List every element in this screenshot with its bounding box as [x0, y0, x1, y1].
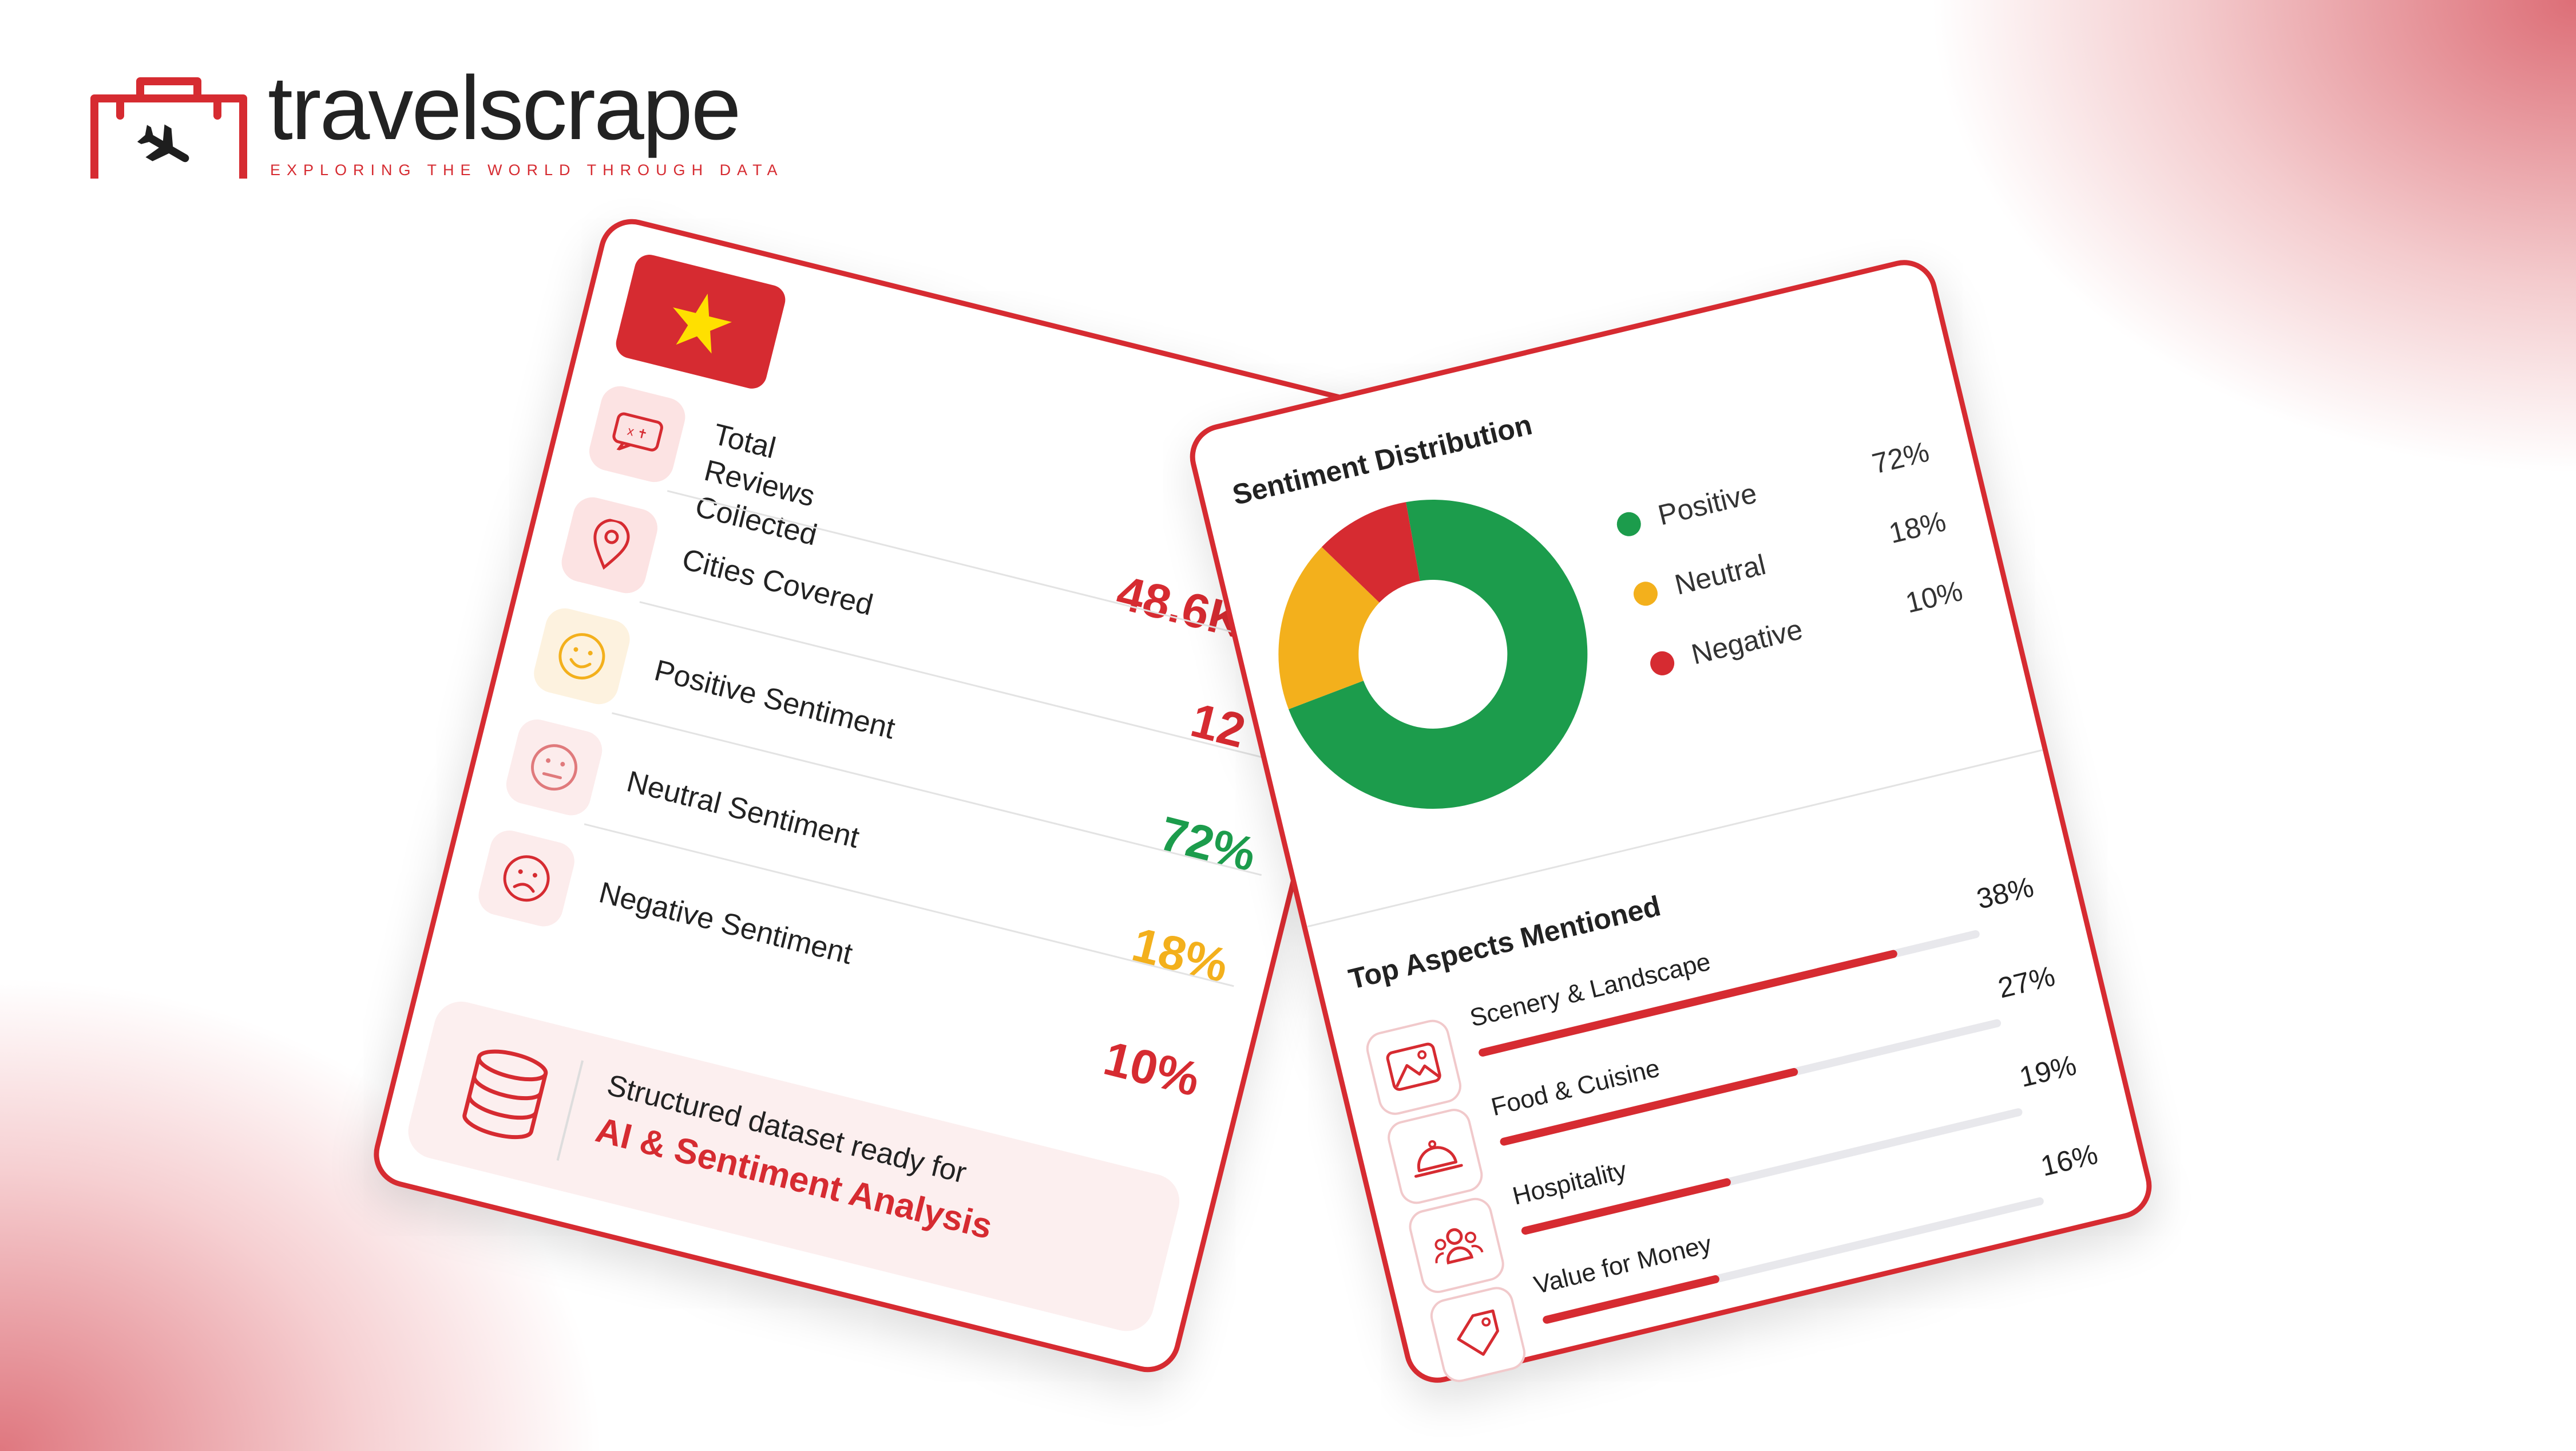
legend-name: Positive — [1655, 477, 1760, 532]
stat-row-total-reviews: x ✝ Total Reviews Collected 48.6K+ ↑ — [573, 374, 1352, 658]
sad-face-icon — [474, 826, 579, 931]
vietnam-flag-icon — [613, 251, 788, 392]
aspect-pct: 19% — [2016, 1049, 2080, 1094]
smile-face-icon — [529, 604, 634, 709]
brand-logo: travelscrape EXPLORING THE WORLD THROUGH… — [86, 63, 778, 183]
stat-label: Negative Sentiment — [596, 876, 856, 971]
database-icon — [454, 1040, 555, 1151]
food-cloche-icon — [1384, 1105, 1487, 1208]
brand-tagline: EXPLORING THE WORLD THROUGH DATA — [270, 161, 784, 179]
aspect-name: Scenery & Landscape — [1467, 947, 1714, 1033]
sentiment-card: Sentiment Distribution Positive 72% Neut… — [1183, 253, 2159, 1390]
donut-slice-positive — [1289, 500, 1588, 809]
stat-row-positive: Positive Sentiment 72% — [517, 596, 1296, 881]
svg-text:x ✝: x ✝ — [626, 424, 649, 442]
country-stats-card: x ✝ Total Reviews Collected 48.6K+ ↑ Cit… — [367, 212, 1413, 1379]
brand-name: travelscrape — [268, 58, 742, 159]
neutral-face-icon — [502, 715, 607, 820]
review-card-icon: x ✝ — [585, 382, 689, 487]
aspect-row: Hospitality 19% — [1390, 1032, 2114, 1297]
legend-name: Negative — [1688, 612, 1806, 671]
aspect-pct: 16% — [2038, 1137, 2101, 1183]
stat-row-cities: Cities Covered 12 ↑ — [545, 485, 1324, 768]
legend-dot — [1647, 649, 1677, 678]
legend-name: Neutral — [1671, 548, 1769, 601]
stat-value: 10% — [1099, 1031, 1206, 1106]
stat-row-neutral: Neutral Sentiment 18% — [490, 707, 1269, 993]
legend-dot — [1631, 579, 1660, 608]
price-tag-icon — [1426, 1283, 1529, 1386]
stat-row-negative: Negative Sentiment 10% — [462, 818, 1241, 1106]
sentiment-donut-chart — [1278, 500, 1588, 809]
map-pin-icon — [557, 493, 662, 598]
landscape-icon — [1362, 1016, 1465, 1118]
donut-slice-negative — [1321, 502, 1420, 603]
aspect-row: Value for Money 16% — [1412, 1121, 2135, 1386]
dataset-banner: Structured dataset ready for AI & Sentim… — [402, 995, 1186, 1337]
suitcase-plane-icon — [90, 77, 247, 179]
star-icon — [673, 293, 732, 354]
legend-pct: 72% — [1869, 435, 1932, 480]
aspect-pct: 38% — [1973, 871, 2037, 915]
banner-divider — [556, 1060, 584, 1161]
aspect-row: Food & Cuisine 27% — [1369, 943, 2093, 1208]
people-icon — [1405, 1194, 1508, 1297]
stat-value: 12 — [1186, 693, 1251, 758]
legend-pct: 10% — [1902, 574, 1966, 619]
legend-dot — [1614, 509, 1644, 539]
aspect-pct: 27% — [1995, 959, 2058, 1005]
stat-label: Positive Sentiment — [651, 654, 898, 746]
donut-slice-neutral — [1278, 547, 1380, 710]
aspect-row: Scenery & Landscape 38% — [1348, 853, 2071, 1118]
legend-pct: 18% — [1885, 505, 1949, 550]
